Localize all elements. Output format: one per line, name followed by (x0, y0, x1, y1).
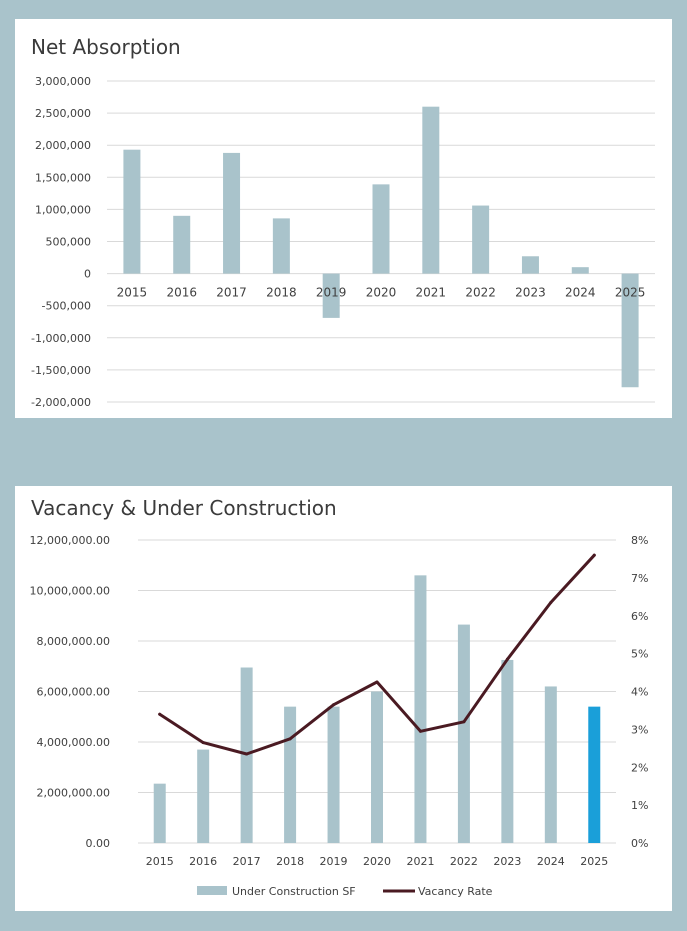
bar-2018 (272, 218, 290, 274)
bar-2021 (422, 106, 440, 274)
x-tick-label: 2018 (266, 286, 297, 300)
bar-2020 (371, 691, 383, 843)
y-left-tick-label: 6,000,000.00 (37, 686, 110, 699)
vacancy-point-2022 (462, 720, 466, 724)
y-left-tick-label: 2,000,000.00 (37, 787, 110, 800)
y-left-tick-label: 0.00 (86, 837, 111, 850)
y-left-tick-label: 4,000,000.00 (37, 736, 110, 749)
y-right-tick-label: 0% (631, 837, 648, 850)
y-right-tick-label: 6% (631, 610, 648, 623)
vacancy-construction-title: Vacancy & Under Construction (31, 496, 337, 520)
y-tick-label: 500,000 (46, 236, 92, 249)
y-tick-label: 3,000,000 (35, 75, 91, 88)
y-tick-label: 2,000,000 (35, 139, 91, 152)
y-right-tick-label: 4% (631, 686, 648, 699)
bar-2025 (621, 273, 639, 388)
bar-2023 (501, 659, 514, 843)
x-tick-label: 2021 (416, 286, 447, 300)
y-right-tick-label: 8% (631, 534, 648, 547)
x-tick-label: 2021 (406, 855, 434, 868)
bar-2024 (571, 267, 589, 274)
x-tick-label: 2019 (316, 286, 347, 300)
vacancy-point-2024 (549, 600, 553, 604)
bar-2015 (153, 783, 166, 843)
net-absorption-chart: 3,000,000 2,500,000 2,000,000 1,500,000 1,00… (31, 75, 655, 409)
x-tick-label: 2023 (515, 286, 546, 300)
y-tick-label: -2,000,000 (31, 396, 91, 409)
x-tick-label: 2020 (363, 855, 391, 868)
x-tick-label: 2023 (493, 855, 521, 868)
bar-2015 (123, 149, 141, 274)
y-tick-label: 0 (84, 268, 91, 281)
x-tick-label: 2015 (146, 855, 174, 868)
x-tick-label: 2025 (615, 286, 646, 300)
y-left-tick-label: 12,000,000.00 (30, 534, 110, 547)
y-tick-label: -1,500,000 (31, 364, 91, 377)
bar-2022 (472, 205, 490, 274)
bar-2019 (327, 706, 340, 843)
x-tick-label: 2018 (276, 855, 304, 868)
bar-2024 (544, 686, 557, 843)
x-tick-label: 2025 (580, 855, 608, 868)
y-tick-label: 2,500,000 (35, 107, 91, 120)
net-absorption-title: Net Absorption (31, 35, 181, 59)
vacancy-point-2021 (418, 729, 422, 733)
x-tick-label: 2022 (465, 286, 496, 300)
bar-2016 (197, 749, 210, 843)
x-tick-label: 2024 (565, 286, 596, 300)
y-right-tick-label: 7% (631, 572, 648, 585)
x-tick-label: 2019 (320, 855, 348, 868)
x-tick-label: 2022 (450, 855, 478, 868)
bar-2016 (173, 215, 191, 274)
bar-2025 (588, 706, 601, 843)
y-right-tick-label: 1% (631, 799, 648, 812)
bar-2022 (457, 624, 470, 843)
x-tick-label: 2015 (117, 286, 148, 300)
x-tick-label: 2016 (166, 286, 197, 300)
y-tick-label: 1,500,000 (35, 171, 91, 184)
vacancy-construction-chart: 12,000,000.00 10,000,000.00 8,000,000.00 6,… (30, 534, 649, 898)
y-tick-label: 1,000,000 (35, 203, 91, 216)
legend-bar-swatch (197, 886, 227, 895)
legend-label-vacancy-rate: Vacancy Rate (418, 885, 493, 898)
bar-2020 (372, 184, 390, 274)
bar-2017 (223, 152, 241, 274)
bar-2019 (322, 273, 340, 318)
vacancy-point-2015 (158, 712, 162, 716)
y-right-tick-label: 5% (631, 648, 648, 661)
vacancy-point-2017 (245, 752, 249, 756)
y-tick-label: -1,000,000 (31, 332, 91, 345)
vacancy-point-2023 (505, 657, 509, 661)
net-absorption-panel: Net Absorption 3,000,000 2,500,000 2,000,0… (15, 19, 672, 418)
bar-2021 (414, 575, 427, 843)
vacancy-point-2025 (592, 553, 596, 557)
y-right-tick-label: 3% (631, 723, 648, 736)
vacancy-point-2020 (375, 680, 379, 684)
vacancy-point-2018 (288, 737, 292, 741)
vacancy-point-2016 (201, 741, 205, 745)
x-tick-label: 2017 (216, 286, 247, 300)
y-right-tick-label: 2% (631, 761, 648, 774)
x-tick-label: 2024 (537, 855, 565, 868)
vacancy-point-2019 (332, 703, 336, 707)
y-tick-label: -500,000 (42, 300, 91, 313)
x-tick-label: 2020 (366, 286, 397, 300)
legend-label-under-construction: Under Construction SF (232, 885, 356, 898)
vacancy-construction-panel: Vacancy & Under Construction 12,000,000.… (15, 486, 672, 911)
x-tick-label: 2017 (233, 855, 261, 868)
y-left-tick-label: 8,000,000.00 (37, 635, 110, 648)
y-left-tick-label: 10,000,000.00 (30, 585, 110, 598)
bar-2023 (521, 256, 539, 274)
x-tick-label: 2016 (189, 855, 217, 868)
bar-2018 (284, 706, 297, 843)
